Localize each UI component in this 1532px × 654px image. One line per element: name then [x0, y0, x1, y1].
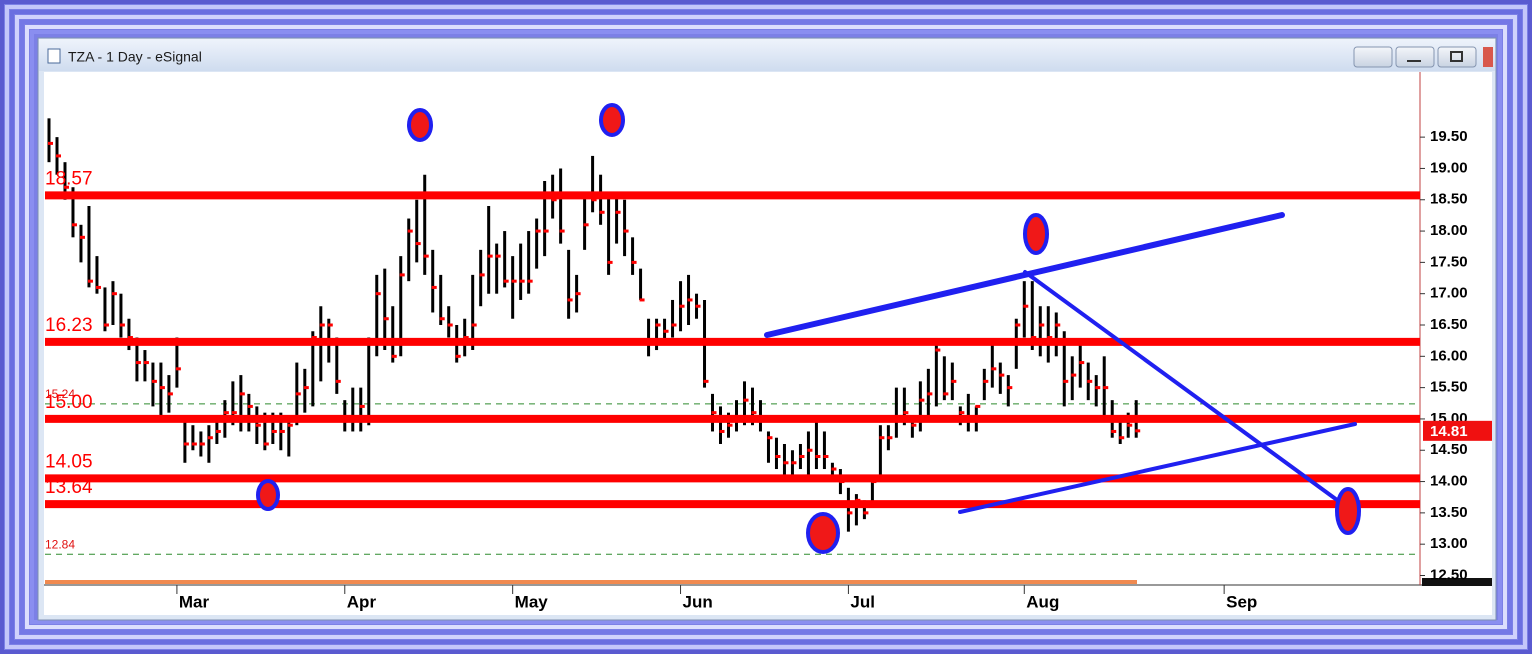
pane-divider-label — [1422, 578, 1492, 586]
y-tick-label: 12.50 — [1430, 566, 1468, 583]
restore-panel-button[interactable] — [1353, 46, 1393, 68]
y-tick-label: 18.00 — [1430, 222, 1468, 239]
x-tick-label: Apr — [347, 592, 377, 611]
y-tick-label: 19.50 — [1430, 128, 1468, 145]
window-title: TZA - 1 Day - eSignal — [68, 49, 202, 65]
trend-line — [764, 212, 1285, 338]
volume-strip — [45, 580, 1137, 584]
guide-label: 15.24 — [45, 387, 75, 401]
y-tick-label: 17.50 — [1430, 253, 1468, 270]
maximize-glyph — [1450, 51, 1463, 62]
pivot-marker — [256, 479, 280, 511]
y-tick-label: 18.50 — [1430, 191, 1468, 208]
level-label: 14.05 — [45, 451, 93, 472]
y-tick-label: 15.50 — [1430, 379, 1468, 396]
maximize-button[interactable] — [1437, 46, 1477, 68]
title-bar — [39, 39, 1495, 71]
level-label: 15.00 — [45, 392, 93, 413]
last-price-box — [1423, 420, 1492, 441]
close-button[interactable] — [1483, 47, 1493, 67]
pivot-marker — [1023, 213, 1049, 255]
level-label: 16.23 — [45, 315, 93, 336]
trend-line — [958, 422, 1357, 514]
y-tick-label: 13.50 — [1430, 504, 1468, 521]
minimize-button[interactable] — [1395, 46, 1435, 68]
y-tick-label: 16.50 — [1430, 316, 1468, 333]
x-tick-label: Aug — [1026, 592, 1059, 611]
annotations — [256, 103, 1361, 554]
y-tick-label: 14.00 — [1430, 473, 1468, 490]
y-tick-label: 14.50 — [1430, 441, 1468, 458]
x-tick-label: Mar — [179, 592, 210, 611]
trend-line — [1023, 270, 1350, 510]
pivot-marker — [599, 103, 625, 137]
y-tick-label: 17.00 — [1430, 285, 1468, 302]
x-tick-label: Jun — [683, 592, 713, 611]
x-tick-label: Jul — [850, 592, 875, 611]
pivot-marker — [1335, 487, 1361, 535]
y-tick-label: 13.00 — [1430, 535, 1468, 552]
y-tick-label: 19.00 — [1430, 159, 1468, 176]
level-label: 13.64 — [45, 477, 93, 498]
x-tick-label: May — [515, 592, 549, 611]
guide-label: 12.84 — [45, 537, 75, 551]
pivot-marker — [407, 108, 433, 142]
x-tick-label: Sep — [1226, 592, 1257, 611]
last-price-label: 14.81 — [1430, 423, 1468, 440]
pivot-marker — [806, 512, 840, 554]
window-icon — [47, 48, 61, 64]
level-label: 18.57 — [45, 168, 93, 189]
y-tick-label: 16.00 — [1430, 347, 1468, 364]
